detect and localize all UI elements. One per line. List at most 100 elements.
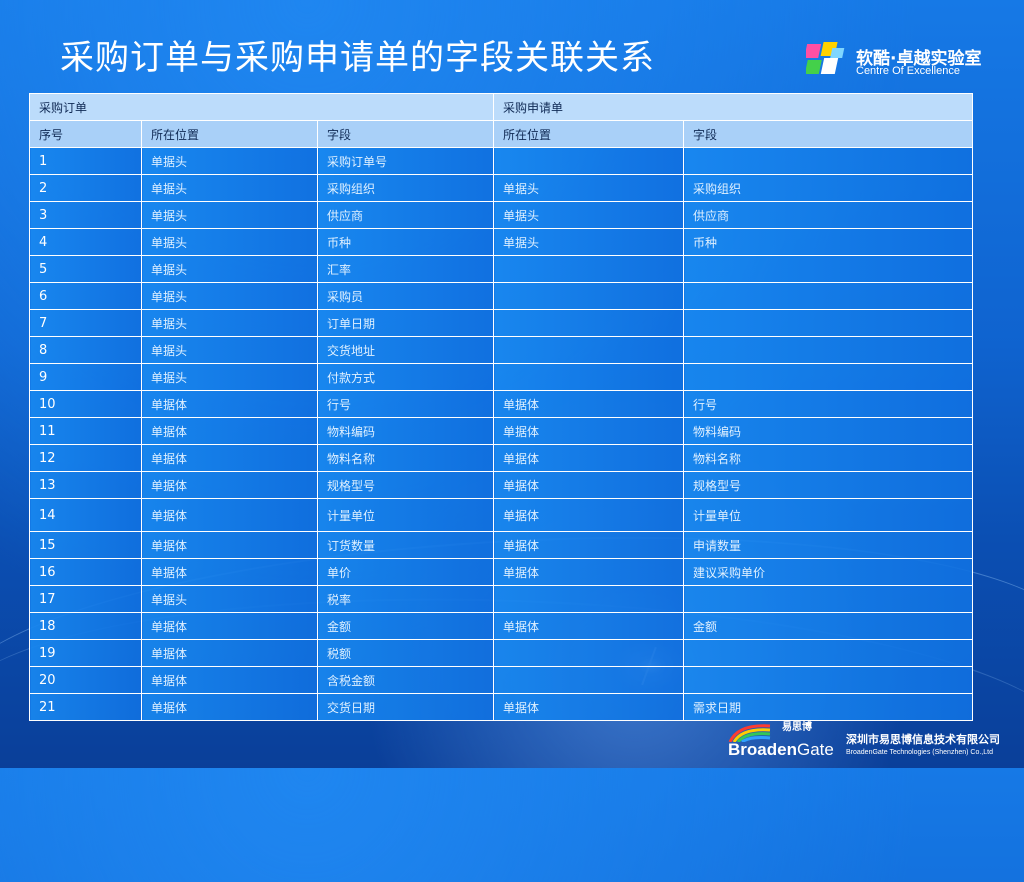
table-cell: 单据体: [141, 639, 318, 667]
table-cell: [683, 282, 974, 310]
table-cell: 单据体: [493, 444, 685, 472]
table-cell: 13: [29, 471, 142, 499]
table-cell: 金额: [316, 612, 495, 640]
table-cell: 采购组织: [316, 174, 495, 202]
table-cell: 单据头: [493, 201, 685, 229]
table-cell: 订单日期: [316, 309, 495, 337]
table-row: 13 单据体 规格型号 单据体 规格型号: [29, 471, 974, 499]
table-cell: 2: [29, 174, 142, 202]
table-cell: 6: [29, 282, 142, 310]
table-cell: 单据体: [141, 498, 318, 532]
table-row: 20 单据体 含税金额: [29, 666, 974, 694]
brand-en: BroadenGate: [728, 740, 834, 760]
table-cell: 需求日期: [683, 693, 974, 721]
table-cell: 物料编码: [683, 417, 974, 445]
table-row: 18 单据体 金额 单据体 金额: [29, 612, 974, 640]
table-cell: 行号: [683, 390, 974, 418]
logo-en-text: Centre Of Excellence: [856, 65, 960, 77]
table-cell: 单据体: [141, 558, 318, 586]
table-cell: [493, 309, 685, 337]
table-cell: 采购员: [316, 282, 495, 310]
table-cell: 单据体: [141, 693, 318, 721]
table-cell: [493, 336, 685, 364]
table-row: 5 单据头 汇率: [29, 255, 974, 283]
table-cell: 税额: [316, 639, 495, 667]
table-cell: [683, 639, 974, 667]
table-cell: 15: [29, 531, 142, 559]
table-row: 1 单据头 采购订单号: [29, 147, 974, 175]
table-row: 12 单据体 物料名称 单据体 物料名称: [29, 444, 974, 472]
table-row: 9 单据头 付款方式: [29, 363, 974, 391]
table-cell: 订货数量: [316, 531, 495, 559]
table-cell: 4: [29, 228, 142, 256]
column-header: 字段: [316, 120, 495, 148]
coe-logo: 软酷·卓越实验室 Centre Of Excellence: [806, 40, 1006, 84]
table-row: 7 单据头 订单日期: [29, 309, 974, 337]
table-cell: [493, 255, 685, 283]
table-cell: [683, 255, 974, 283]
table-cell: 16: [29, 558, 142, 586]
brand-cn: 易思博: [782, 722, 812, 733]
table-cell: 规格型号: [683, 471, 974, 499]
table-cell: 税率: [316, 585, 495, 613]
table-cell: [493, 363, 685, 391]
table-cell: 采购订单号: [316, 147, 495, 175]
column-header: 所在位置: [141, 120, 318, 148]
table-row: 21 单据体 交货日期 单据体 需求日期: [29, 693, 974, 721]
table-cell: 单据体: [493, 498, 685, 532]
table-cell: 单据头: [141, 363, 318, 391]
table-cell: [493, 282, 685, 310]
table-cell: 单据头: [141, 585, 318, 613]
table-cell: 18: [29, 612, 142, 640]
table-cell: 物料编码: [316, 417, 495, 445]
table-row: 10 单据体 行号 单据体 行号: [29, 390, 974, 418]
table-row: 14 单据体 计量单位 单据体 计量单位: [29, 498, 974, 532]
table-cell: 建议采购单价: [683, 558, 974, 586]
table-row: 11 单据体 物料编码 单据体 物料编码: [29, 417, 974, 445]
group-header-row: 采购订单 采购申请单: [28, 93, 974, 121]
table-cell: [493, 666, 685, 694]
table-cell: [683, 147, 974, 175]
table-cell: 付款方式: [316, 363, 495, 391]
table-cell: [683, 666, 974, 694]
table-cell: 采购组织: [683, 174, 974, 202]
table-cell: 行号: [316, 390, 495, 418]
table-cell: 单据头: [141, 255, 318, 283]
table-cell: 申请数量: [683, 531, 974, 559]
table-cell: [683, 309, 974, 337]
table-cell: [683, 585, 974, 613]
table-cell: 物料名称: [316, 444, 495, 472]
company-info: 深圳市易思博信息技术有限公司 BroadenGate Technologies …: [846, 731, 1016, 756]
table-row: 8 单据头 交货地址: [29, 336, 974, 364]
table-cell: 单据头: [141, 201, 318, 229]
table-cell: 单据头: [141, 228, 318, 256]
table-cell: 金额: [683, 612, 974, 640]
group-header-purchase-order: 采购订单: [28, 93, 495, 121]
table-cell: 20: [29, 666, 142, 694]
table-cell: 14: [29, 498, 142, 532]
table-row: 17 单据头 税率: [29, 585, 974, 613]
table-cell: 单据头: [141, 282, 318, 310]
table-cell: 单据体: [141, 531, 318, 559]
table-cell: 19: [29, 639, 142, 667]
table-cell: 单据体: [493, 417, 685, 445]
table-row: 16 单据体 单价 单据体 建议采购单价: [29, 558, 974, 586]
brand-en-light: Gate: [796, 740, 834, 759]
brand-en-bold: Broaden: [728, 740, 797, 759]
table-row: 4 单据头 币种 单据头 币种: [29, 228, 974, 256]
company-cn: 深圳市易思博信息技术有限公司: [846, 733, 1000, 746]
broadengate-logo-icon: [728, 724, 771, 742]
table-cell: 单据体: [493, 693, 685, 721]
table-cell: 含税金额: [316, 666, 495, 694]
table-cell: 单据头: [141, 147, 318, 175]
table-cell: 11: [29, 417, 142, 445]
table-cell: 10: [29, 390, 142, 418]
table-row: 6 单据头 采购员: [29, 282, 974, 310]
table-cell: 12: [29, 444, 142, 472]
table-cell: 单据头: [141, 174, 318, 202]
table-cell: 单据体: [493, 612, 685, 640]
table-cell: 供应商: [683, 201, 974, 229]
table-cell: 供应商: [316, 201, 495, 229]
table-cell: 5: [29, 255, 142, 283]
column-header: 所在位置: [493, 120, 685, 148]
